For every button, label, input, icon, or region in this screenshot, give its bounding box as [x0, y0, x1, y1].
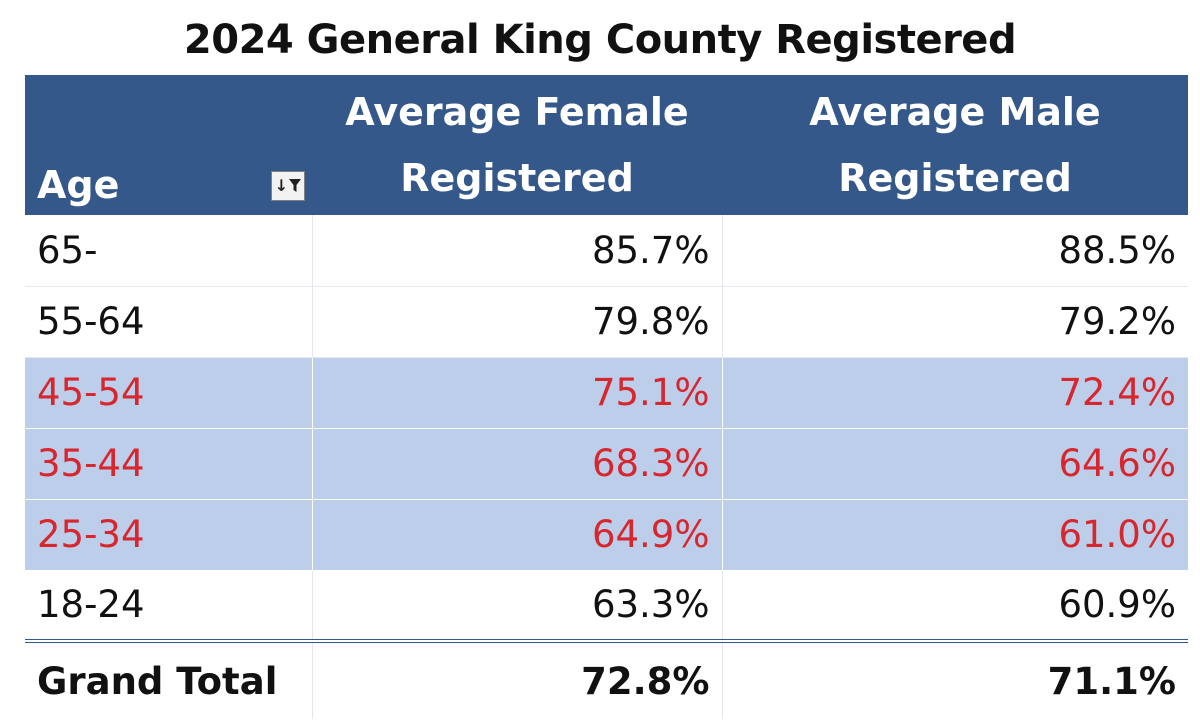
header-male-line1: Average Male: [809, 90, 1101, 134]
female-cell: 85.7%: [312, 215, 723, 287]
sort-arrow-icon: ↓: [274, 176, 289, 195]
female-cell: 68.3%: [312, 428, 723, 500]
header-female-line1: Average Female: [345, 90, 689, 134]
female-cell: 63.3%: [312, 570, 723, 641]
table-row: 65- 85.7% 88.5%: [25, 215, 1188, 287]
female-cell: 64.9%: [312, 499, 723, 571]
grand-total-male: 71.1%: [722, 639, 1188, 719]
header-male-line2: Registered: [838, 156, 1072, 200]
pivot-table: Age ↓ Average Female Registered Average …: [25, 75, 1188, 719]
header-female-line2: Registered: [400, 156, 634, 200]
header-female: Average Female Registered: [312, 75, 722, 215]
table-row-highlighted: 45-54 75.1% 72.4%: [25, 357, 1188, 429]
table-row-highlighted: 35-44 68.3% 64.6%: [25, 428, 1188, 500]
grand-total-female: 72.8%: [312, 639, 723, 719]
header-age-label: Age: [37, 163, 120, 207]
header-age: Age ↓: [25, 75, 312, 215]
age-cell: 55-64: [25, 286, 313, 358]
male-cell: 72.4%: [722, 357, 1188, 429]
header-row: Age ↓ Average Female Registered Average …: [25, 75, 1188, 215]
age-cell: 35-44: [25, 428, 313, 500]
age-cell: 18-24: [25, 570, 313, 641]
table-row-highlighted: 25-34 64.9% 61.0%: [25, 499, 1188, 571]
male-cell: 88.5%: [722, 215, 1188, 287]
sort-filter-icon[interactable]: ↓: [271, 171, 305, 201]
male-cell: 79.2%: [722, 286, 1188, 358]
female-cell: 75.1%: [312, 357, 723, 429]
table-title: 2024 General King County Registered: [183, 17, 1017, 63]
male-cell: 64.6%: [722, 428, 1188, 500]
funnel-icon: [289, 179, 302, 192]
grand-total-label: Grand Total: [25, 639, 313, 719]
age-cell: 25-34: [25, 499, 313, 571]
male-cell: 61.0%: [722, 499, 1188, 571]
age-cell: 65-: [25, 215, 313, 287]
table-row: 55-64 79.8% 79.2%: [25, 286, 1188, 358]
age-cell: 45-54: [25, 357, 313, 429]
table-row: 18-24 63.3% 60.9%: [25, 570, 1188, 641]
male-cell: 60.9%: [1058, 583, 1176, 627]
female-cell: 79.8%: [312, 286, 723, 358]
grand-total-row: Grand Total 72.8% 71.1%: [25, 639, 1188, 719]
header-male: Average Male Registered: [722, 75, 1188, 215]
